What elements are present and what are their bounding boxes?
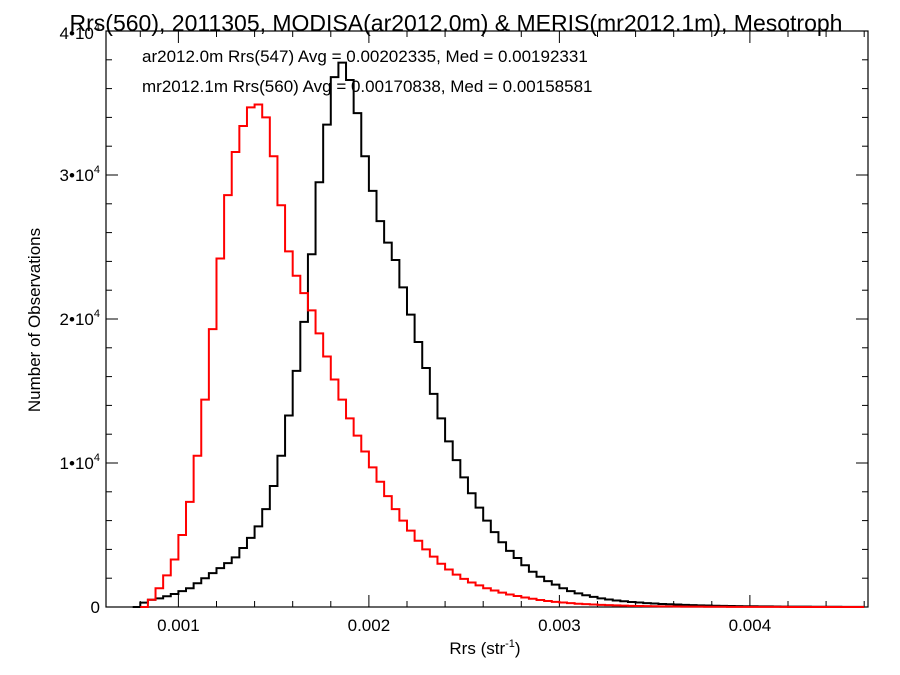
series-layer [132,61,865,608]
x-axis-label: Rrs (str-1) [449,638,520,658]
annotation-meris: mr2012.1m Rrs(560) Avg = 0.00170838, Med… [142,77,593,96]
x-tick-label: 0.004 [729,616,772,635]
y-tick-label: 2•104 [60,308,100,329]
x-tick-label: 0.003 [538,616,581,635]
annotation-modis: ar2012.0m Rrs(547) Avg = 0.00202335, Med… [142,47,588,66]
chart-title: Rrs(560), 2011305, MODISA(ar2012.0m) & M… [70,10,843,36]
y-tick-label: 3•104 [60,164,100,185]
x-axis-label-superscript: -1 [505,638,515,650]
x-tick-label: 0.002 [348,616,391,635]
y-tick-label-base: 4•10 [60,24,94,43]
y-tick-label: 1•104 [60,452,100,473]
y-tick-label: 4•104 [60,22,100,43]
x-axis-label-main: Rrs (str [449,639,505,658]
x-tick-label: 0.001 [157,616,200,635]
series-line-meris [140,103,865,608]
y-tick-label-exponent: 4 [94,22,100,34]
y-axis-label: Number of Observations [25,228,44,412]
y-tick-label: 0 [91,598,100,617]
y-tick-label-base: 1•10 [60,454,94,473]
y-tick-label-base: 3•10 [60,166,94,185]
y-tick-label-base: 2•10 [60,310,94,329]
x-axis: 0.001 0.002 0.003 0.004 [139,31,865,635]
y-tick-label-exponent: 4 [94,308,100,320]
x-axis-label-close: ) [515,639,521,658]
y-tick-label-exponent: 4 [94,164,100,176]
y-tick-label-exponent: 4 [94,452,100,464]
y-tick-label-base: 0 [91,598,100,617]
series-line-modis [132,61,865,608]
